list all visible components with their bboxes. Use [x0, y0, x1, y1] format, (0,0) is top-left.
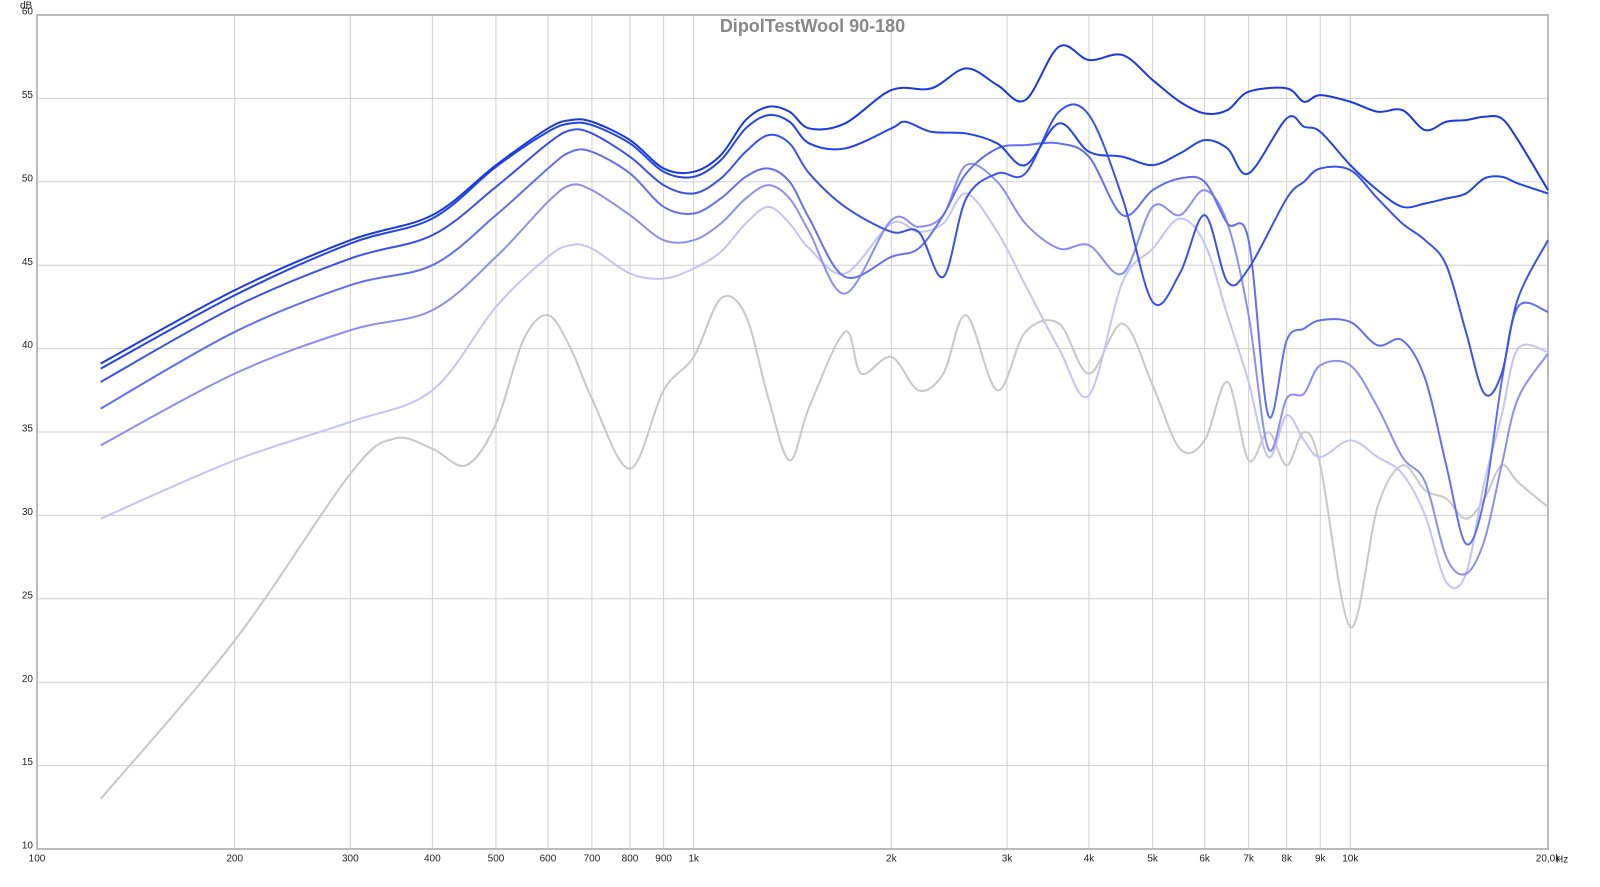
- x-tick-label: 7k: [1243, 854, 1255, 865]
- x-tick-label: 100: [29, 854, 46, 865]
- x-tick-label: 1k: [688, 854, 700, 865]
- series-line: [100, 103, 1549, 397]
- x-tick-label: 6k: [1199, 854, 1211, 865]
- series-line: [99, 294, 1549, 800]
- x-tick-label: 200: [226, 854, 243, 865]
- y-tick-label: 15: [22, 757, 34, 768]
- y-tick-label: 50: [22, 173, 34, 184]
- x-tick-label: 500: [488, 854, 505, 865]
- plot-frame: [36, 14, 1549, 850]
- x-tick-label: 900: [655, 854, 672, 865]
- x-tick-label: 3k: [1002, 854, 1014, 865]
- x-tick-label: 800: [622, 854, 639, 865]
- y-tick-label: 35: [22, 424, 34, 435]
- x-axis-label: Hz: [1556, 855, 1568, 866]
- x-tick-label: 2k: [886, 854, 898, 865]
- y-tick-label: 25: [22, 590, 34, 601]
- series-line: [100, 162, 1549, 576]
- y-axis-label: dB: [20, 1, 33, 12]
- x-tick-label: 700: [584, 854, 601, 865]
- x-tick-label: 20,0k: [1536, 854, 1561, 865]
- x-tick-label: 5k: [1147, 854, 1159, 865]
- series-line: [100, 141, 1549, 546]
- series-line: [100, 192, 1549, 590]
- x-tick-label: 600: [540, 854, 557, 865]
- y-tick-label: 45: [22, 257, 34, 268]
- y-tick-label: 40: [22, 340, 34, 351]
- x-tick-label: 300: [342, 854, 359, 865]
- y-tick-label: 30: [22, 507, 34, 518]
- series-line: [100, 44, 1549, 365]
- series-line: [100, 113, 1549, 370]
- x-tick-label: 400: [424, 854, 441, 865]
- x-tick-label: 9k: [1315, 854, 1327, 865]
- chart-title: DipolTestWool 90-180: [720, 16, 905, 36]
- y-tick-label: 20: [22, 674, 34, 685]
- y-tick-label: 55: [22, 90, 34, 101]
- x-tick-label: 10k: [1342, 854, 1359, 865]
- x-tick-label: 4k: [1084, 854, 1096, 865]
- y-tick-label: 10: [22, 841, 34, 852]
- x-tick-label: 8k: [1281, 854, 1293, 865]
- y-tick-label: 60: [22, 7, 34, 18]
